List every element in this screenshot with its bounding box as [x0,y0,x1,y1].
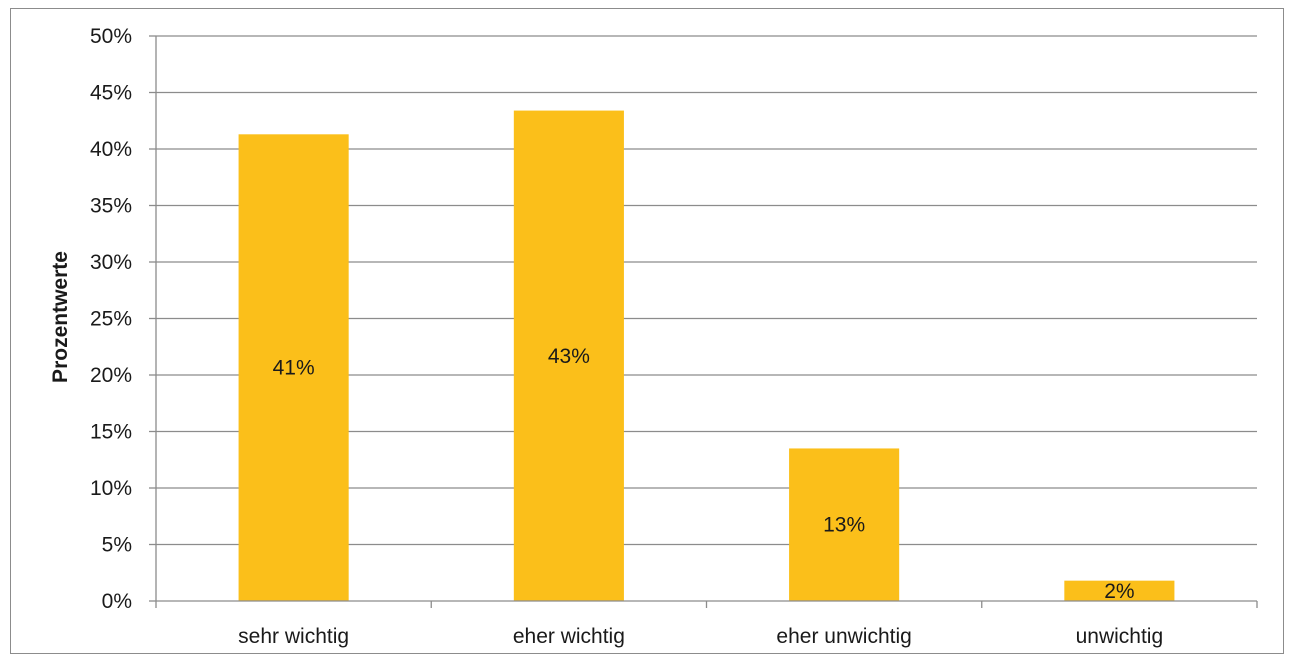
x-tick-labels: sehr wichtig eher wichtig eher unwichtig un… [238,625,1163,648]
x-tick-label: sehr wichtig [238,625,349,648]
y-tick-label: 20% [90,364,132,387]
y-axis-title: Prozentwerte [49,251,72,383]
y-tick-label: 25% [90,308,132,331]
data-label: 13% [823,514,865,537]
bar-eher-unwichtig [789,448,900,601]
y-tick-label: 0% [102,590,132,613]
bar-sehr-wichtig [238,134,349,601]
y-tick-label: 30% [90,251,132,274]
data-label: 2% [1104,580,1134,603]
x-tick-label: unwichtig [1076,625,1164,648]
data-label: 41% [273,357,315,380]
bar-eher-wichtig [513,110,624,601]
y-tick-label: 5% [102,534,132,557]
bar-unwichtig [1064,580,1175,601]
x-tick-label: eher wichtig [513,625,625,648]
axes [149,35,1258,608]
y-tick-label: 10% [90,477,132,500]
data-label: 43% [548,345,590,368]
y-tick-label: 45% [90,82,132,105]
bars [238,110,1175,601]
y-tick-label: 35% [90,195,132,218]
y-tick-label: 15% [90,421,132,444]
y-tick-label: 50% [90,25,132,48]
x-tick-label: eher unwichtig [776,625,911,648]
data-labels: 41% 43% 13% 2% [273,345,1135,603]
y-tick-labels: 0% 5% 10% 15% 20% 25% 30% 35% 40% 45% 50% [90,25,132,613]
chart-frame [10,8,1284,654]
y-tick-label: 40% [90,138,132,161]
